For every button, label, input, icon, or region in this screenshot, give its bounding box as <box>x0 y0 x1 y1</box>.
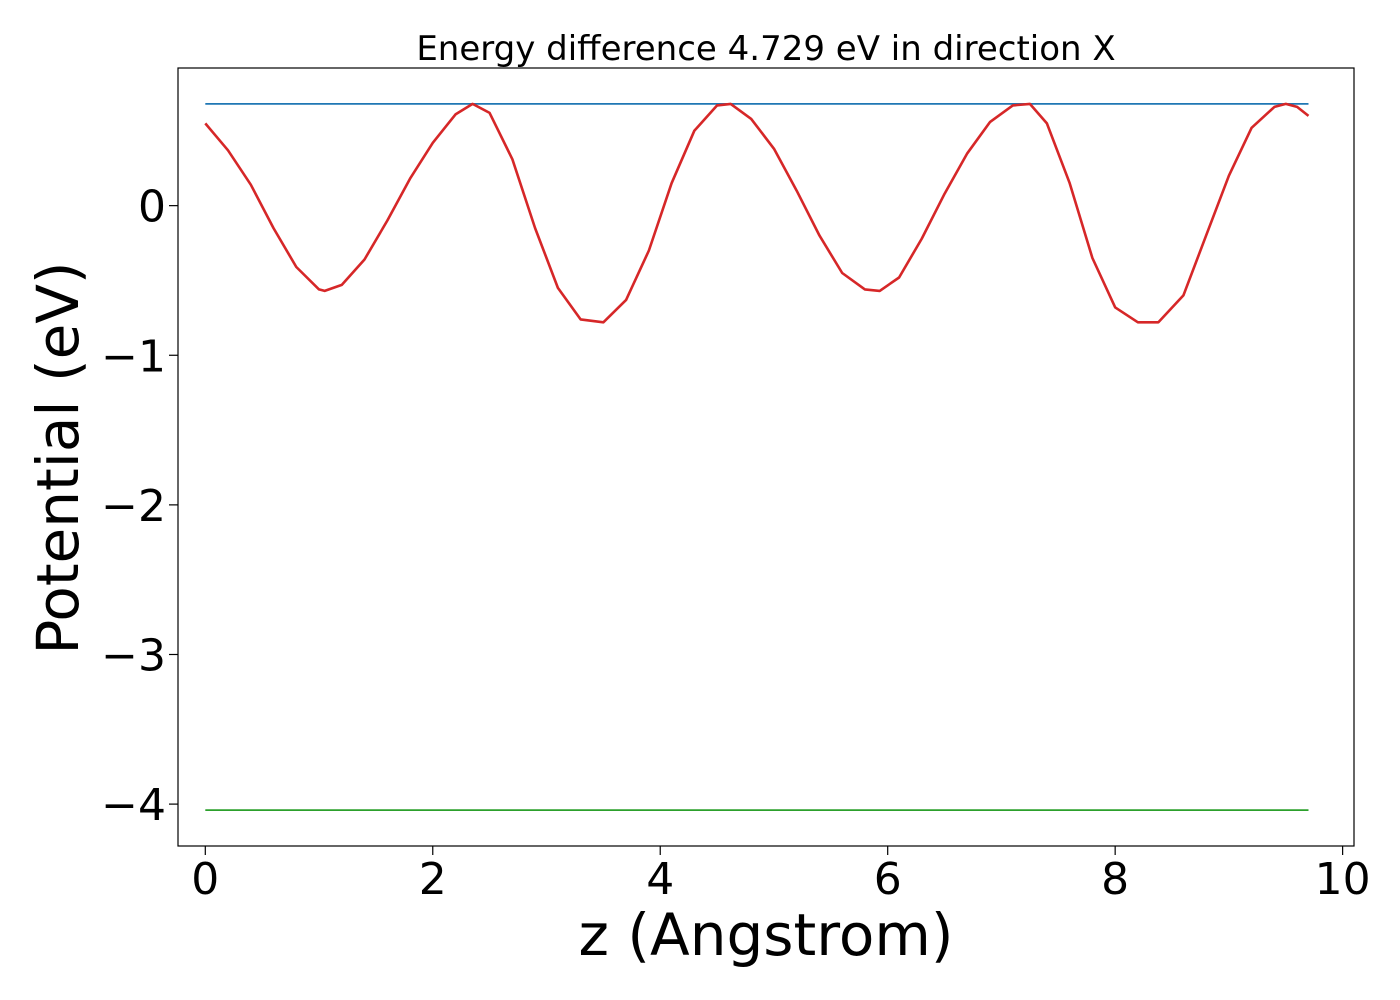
y-axis: 0 −1 −2 −3 −4 <box>101 182 178 831</box>
x-tick-label: 4 <box>646 854 674 905</box>
x-axis-title: z (Angstrom) <box>579 901 954 969</box>
y-tick-label: −1 <box>101 331 166 382</box>
x-tick-label: 0 <box>191 854 219 905</box>
x-axis: 0 2 4 6 8 10 <box>191 846 1371 905</box>
plot-area <box>204 102 1310 811</box>
y-tick-label: −3 <box>101 630 166 681</box>
y-axis-title: Potential (eV) <box>24 261 92 654</box>
x-tick-label: 2 <box>419 854 447 905</box>
plot-frame <box>177 67 1355 847</box>
y-tick-label: −2 <box>101 481 166 532</box>
y-tick-label: 0 <box>138 182 166 233</box>
x-tick-label: 10 <box>1315 854 1371 905</box>
chart-title: Energy difference 4.729 eV in direction … <box>416 29 1115 69</box>
x-tick-label: 6 <box>874 854 902 905</box>
x-tick-label: 8 <box>1101 854 1129 905</box>
y-tick-label: −4 <box>101 780 166 831</box>
series-line-3 <box>204 102 1310 324</box>
